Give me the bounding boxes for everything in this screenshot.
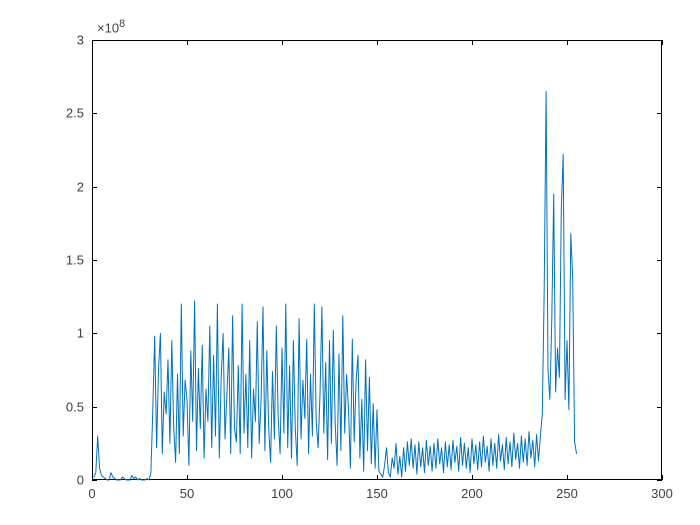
- x-tick-label: 50: [180, 486, 194, 501]
- x-tick-top: [472, 40, 473, 45]
- x-tick: [472, 475, 473, 480]
- chart-svg: [0, 0, 700, 525]
- x-tick-top: [567, 40, 568, 45]
- x-tick-top: [377, 40, 378, 45]
- y-tick: [92, 407, 97, 408]
- x-tick-top: [662, 40, 663, 45]
- y-tick-label: 3: [77, 33, 84, 48]
- y-tick-label: 0: [77, 473, 84, 488]
- y-tick: [92, 113, 97, 114]
- y-tick-label: 1.5: [66, 253, 84, 268]
- y-tick-label: 0.5: [66, 399, 84, 414]
- x-tick-label: 100: [271, 486, 293, 501]
- x-tick-label: 150: [366, 486, 388, 501]
- x-tick: [187, 475, 188, 480]
- y-tick: [92, 333, 97, 334]
- y-tick-right: [657, 480, 662, 481]
- y-tick-label: 2: [77, 179, 84, 194]
- y-tick: [92, 480, 97, 481]
- data-series-line: [94, 91, 577, 480]
- x-tick-top: [187, 40, 188, 45]
- y-tick: [92, 40, 97, 41]
- x-tick-label: 200: [461, 486, 483, 501]
- y-tick: [92, 187, 97, 188]
- x-tick-label: 250: [556, 486, 578, 501]
- x-tick: [282, 475, 283, 480]
- x-tick: [662, 475, 663, 480]
- y-tick-right: [657, 407, 662, 408]
- x-tick: [567, 475, 568, 480]
- x-tick: [377, 475, 378, 480]
- x-tick-label: 0: [88, 486, 95, 501]
- y-tick: [92, 260, 97, 261]
- x-tick-label: 300: [651, 486, 673, 501]
- y-tick-label: 2.5: [66, 106, 84, 121]
- y-tick-right: [657, 260, 662, 261]
- chart-container: ×108 05010015020025030000.511.522.53: [0, 0, 700, 525]
- y-tick-label: 1: [77, 326, 84, 341]
- y-tick-right: [657, 333, 662, 334]
- x-tick-top: [282, 40, 283, 45]
- y-tick-right: [657, 113, 662, 114]
- y-tick-right: [657, 187, 662, 188]
- y-tick-right: [657, 40, 662, 41]
